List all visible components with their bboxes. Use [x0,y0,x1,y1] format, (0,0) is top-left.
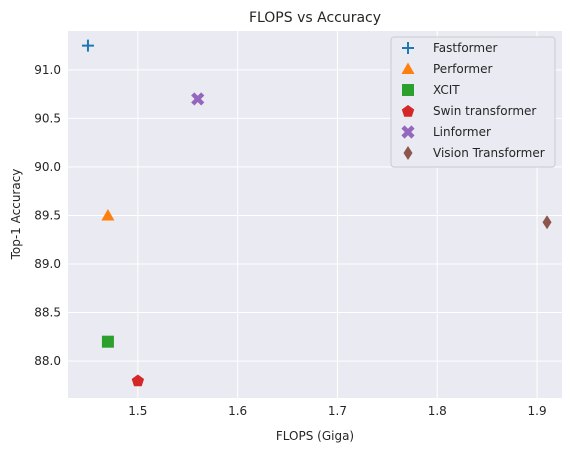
legend-marker-linformer [401,125,415,139]
x-tick-label: 1.6 [228,404,247,418]
y-tick-label: 88.5 [34,306,61,320]
legend-label-vision-transformer: Vision Transformer [433,146,545,160]
x-tick-label: 1.5 [128,404,147,418]
point-xcit [101,335,114,348]
chart-title: FLOPS vs Accuracy [249,10,381,26]
legend-label-performer: Performer [433,62,492,76]
y-tick-label: 89.0 [34,257,61,271]
y-tick-label: 89.5 [34,208,61,222]
legend-marker-fastformer [402,42,414,54]
y-axis-label: Top-1 Accuracy [9,169,23,261]
y-tick-label: 90.5 [34,111,61,125]
point-swin-transformer [131,374,145,387]
legend-marker-xcit [402,84,414,96]
legend-label-linformer: Linformer [433,125,491,139]
x-axis-ticks: 1.5 1.6 1.7 1.8 1.9 [128,404,546,418]
legend-label-xcit: XCIT [433,83,460,97]
legend-marker-swin-transformer [401,105,415,117]
data-points [81,39,552,387]
point-fastformer [81,39,94,52]
legend-box [390,36,556,168]
x-tick-label: 1.8 [428,404,447,418]
legend-label-swin-transformer: Swin transformer [433,104,536,118]
legend: Fastformer Performer XCIT Swin transformer L… [390,36,556,168]
x-tick-label: 1.9 [528,404,547,418]
point-performer [101,208,115,221]
y-tick-label: 91.0 [34,63,61,77]
x-axis-label: FLOPS (Giga) [276,429,354,443]
legend-marker-vision-transformer [403,146,413,160]
legend-label-fastformer: Fastformer [433,41,497,55]
legend-marker-performer [401,62,415,74]
x-tick-label: 1.7 [328,404,347,418]
y-tick-label: 90.0 [34,160,61,174]
y-tick-label: 88.0 [34,354,61,368]
y-axis-ticks: 88.0 88.5 89.0 89.5 90.0 90.5 91.0 [34,63,61,368]
point-vision-transformer [542,215,552,230]
point-linformer [191,92,205,106]
